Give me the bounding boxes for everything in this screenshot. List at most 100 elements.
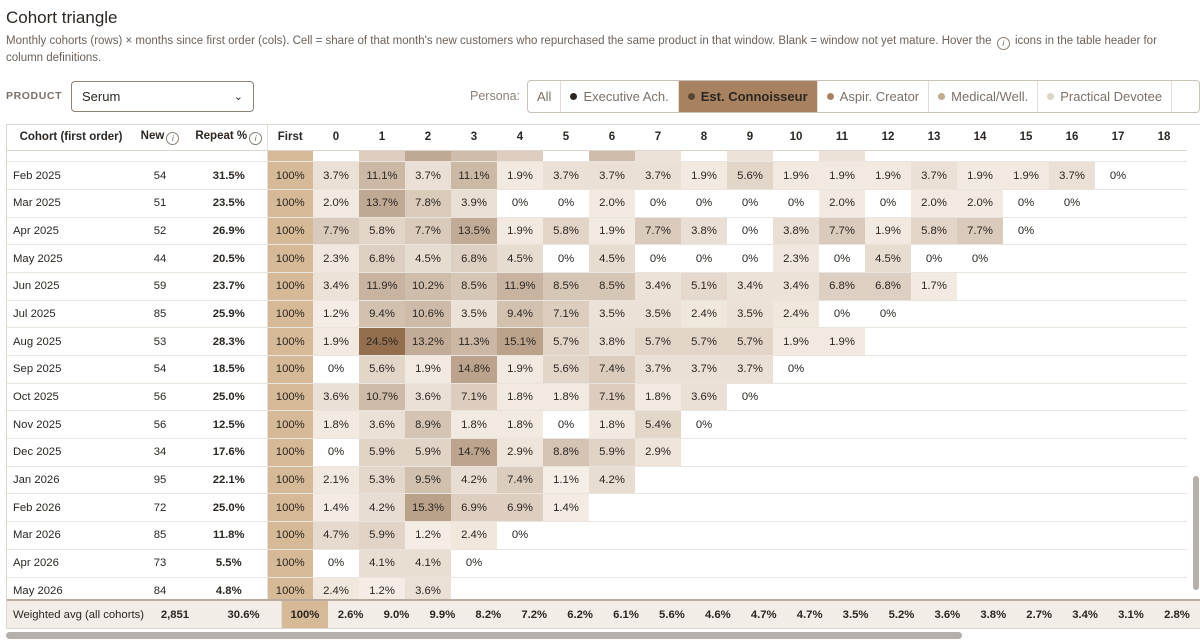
- month-cell[interactable]: 0%: [1003, 217, 1049, 246]
- month-cell[interactable]: 1.2%: [405, 521, 451, 550]
- month-cell[interactable]: 4.5%: [405, 244, 451, 273]
- month-cell[interactable]: 11.9%: [359, 272, 405, 301]
- month-cell[interactable]: 0%: [865, 300, 911, 329]
- month-cell[interactable]: 3.6%: [313, 383, 359, 412]
- month-cell[interactable]: 6.8%: [359, 244, 405, 273]
- month-cell[interactable]: 9.5%: [405, 466, 451, 495]
- month-cell[interactable]: 2.4%: [313, 577, 359, 599]
- month-cell[interactable]: 0%: [819, 244, 865, 273]
- month-cell[interactable]: 0%: [543, 151, 589, 163]
- month-cell[interactable]: 1.9%: [497, 355, 543, 384]
- month-cell[interactable]: 7.8%: [405, 189, 451, 218]
- month-cell[interactable]: 1.9%: [957, 161, 1003, 190]
- month-cell[interactable]: 0%: [1095, 151, 1141, 163]
- month-cell[interactable]: 6.9%: [451, 493, 497, 523]
- month-cell[interactable]: 1.9%: [1003, 161, 1049, 190]
- month-cell[interactable]: 3.7%: [543, 161, 589, 190]
- month-cell[interactable]: 9.4%: [359, 300, 405, 329]
- month-cell[interactable]: 3.7%: [635, 161, 681, 190]
- persona-option[interactable]: Est. Connoisseur: [678, 81, 818, 112]
- month-cell[interactable]: 1.9%: [773, 161, 819, 190]
- month-cell[interactable]: 4.2%: [589, 466, 635, 495]
- month-cell[interactable]: 5.9%: [405, 438, 451, 467]
- month-cell[interactable]: 3.6%: [359, 410, 405, 440]
- month-cell[interactable]: 0%: [1049, 189, 1095, 218]
- month-cell[interactable]: 3.7%: [911, 161, 957, 190]
- month-cell[interactable]: 8.5%: [543, 272, 589, 301]
- month-cell[interactable]: 11.3%: [451, 327, 497, 356]
- month-cell[interactable]: 5.8%: [911, 217, 957, 246]
- month-cell[interactable]: 13.5%: [451, 217, 497, 246]
- month-cell[interactable]: 0%: [773, 189, 819, 218]
- month-cell[interactable]: 5.4%: [635, 410, 681, 440]
- month-cell[interactable]: 13.8%: [405, 151, 451, 163]
- month-cell[interactable]: 1.4%: [313, 493, 359, 523]
- month-cell[interactable]: 10.3%: [589, 151, 635, 163]
- month-cell[interactable]: 0%: [1049, 151, 1095, 163]
- month-cell[interactable]: 7.7%: [819, 217, 865, 246]
- month-cell[interactable]: 0%: [911, 244, 957, 273]
- month-cell[interactable]: 0%: [957, 244, 1003, 273]
- month-cell[interactable]: 0%: [543, 189, 589, 218]
- month-cell[interactable]: 13.2%: [405, 327, 451, 356]
- month-cell[interactable]: 0%: [911, 151, 957, 163]
- month-cell[interactable]: 1.8%: [313, 410, 359, 440]
- month-cell[interactable]: 1.8%: [543, 383, 589, 412]
- month-cell[interactable]: 0%: [727, 217, 773, 246]
- persona-option[interactable]: Practical Devotee: [1038, 81, 1173, 112]
- horizontal-scrollbar[interactable]: [6, 632, 962, 639]
- month-cell[interactable]: 7.7%: [405, 217, 451, 246]
- month-cell[interactable]: 15.1%: [497, 327, 543, 356]
- product-select[interactable]: Serum ⌄: [71, 81, 254, 112]
- month-cell[interactable]: 3.5%: [451, 300, 497, 329]
- month-cell[interactable]: 2.4%: [773, 300, 819, 329]
- month-cell[interactable]: 5.8%: [359, 217, 405, 246]
- month-cell[interactable]: 7.1%: [543, 300, 589, 329]
- month-cell[interactable]: 7.1%: [451, 383, 497, 412]
- month-cell[interactable]: 3.6%: [405, 383, 451, 412]
- month-cell[interactable]: 1.9%: [589, 217, 635, 246]
- month-cell[interactable]: 1.9%: [819, 327, 865, 356]
- month-cell[interactable]: 1.9%: [497, 217, 543, 246]
- month-cell[interactable]: 2.9%: [635, 438, 681, 467]
- month-cell[interactable]: 3.4%: [727, 151, 773, 163]
- month-cell[interactable]: 2.0%: [819, 189, 865, 218]
- month-cell[interactable]: 1.8%: [451, 410, 497, 440]
- month-cell[interactable]: 0%: [819, 300, 865, 329]
- month-cell[interactable]: 1.9%: [865, 217, 911, 246]
- month-cell[interactable]: 6.9%: [497, 493, 543, 523]
- month-cell[interactable]: 3.7%: [313, 161, 359, 190]
- month-cell[interactable]: 0%: [635, 244, 681, 273]
- month-cell[interactable]: 0%: [727, 244, 773, 273]
- month-cell[interactable]: 0%: [681, 410, 727, 440]
- month-cell[interactable]: 2.3%: [313, 244, 359, 273]
- month-cell[interactable]: 4.5%: [865, 244, 911, 273]
- month-cell[interactable]: 1.9%: [865, 161, 911, 190]
- month-cell[interactable]: 1.9%: [681, 161, 727, 190]
- month-cell[interactable]: 5.6%: [543, 355, 589, 384]
- month-cell[interactable]: 8.5%: [451, 272, 497, 301]
- month-cell[interactable]: 2.4%: [681, 300, 727, 329]
- month-cell[interactable]: 24.5%: [359, 327, 405, 356]
- month-cell[interactable]: 3.5%: [635, 300, 681, 329]
- month-cell[interactable]: 5.7%: [727, 327, 773, 356]
- month-cell[interactable]: 3.7%: [1049, 161, 1095, 190]
- month-cell[interactable]: 10.3%: [451, 151, 497, 163]
- month-cell[interactable]: 3.7%: [589, 161, 635, 190]
- month-cell[interactable]: 5.9%: [589, 438, 635, 467]
- month-cell[interactable]: 6.8%: [865, 272, 911, 301]
- month-cell[interactable]: 3.7%: [405, 161, 451, 190]
- month-cell[interactable]: 6.9%: [497, 151, 543, 163]
- month-cell[interactable]: 6.8%: [819, 272, 865, 301]
- month-cell[interactable]: 1.8%: [497, 383, 543, 412]
- month-cell[interactable]: 11.9%: [497, 272, 543, 301]
- month-cell[interactable]: 5.7%: [681, 327, 727, 356]
- month-cell[interactable]: 1.2%: [313, 300, 359, 329]
- month-cell[interactable]: 3.4%: [635, 151, 681, 163]
- month-cell[interactable]: 3.4%: [819, 151, 865, 163]
- month-cell[interactable]: 0%: [313, 151, 359, 163]
- month-cell[interactable]: 3.8%: [589, 327, 635, 356]
- month-cell[interactable]: 8.9%: [405, 410, 451, 440]
- month-cell[interactable]: 1.9%: [819, 161, 865, 190]
- month-cell[interactable]: 5.1%: [681, 272, 727, 301]
